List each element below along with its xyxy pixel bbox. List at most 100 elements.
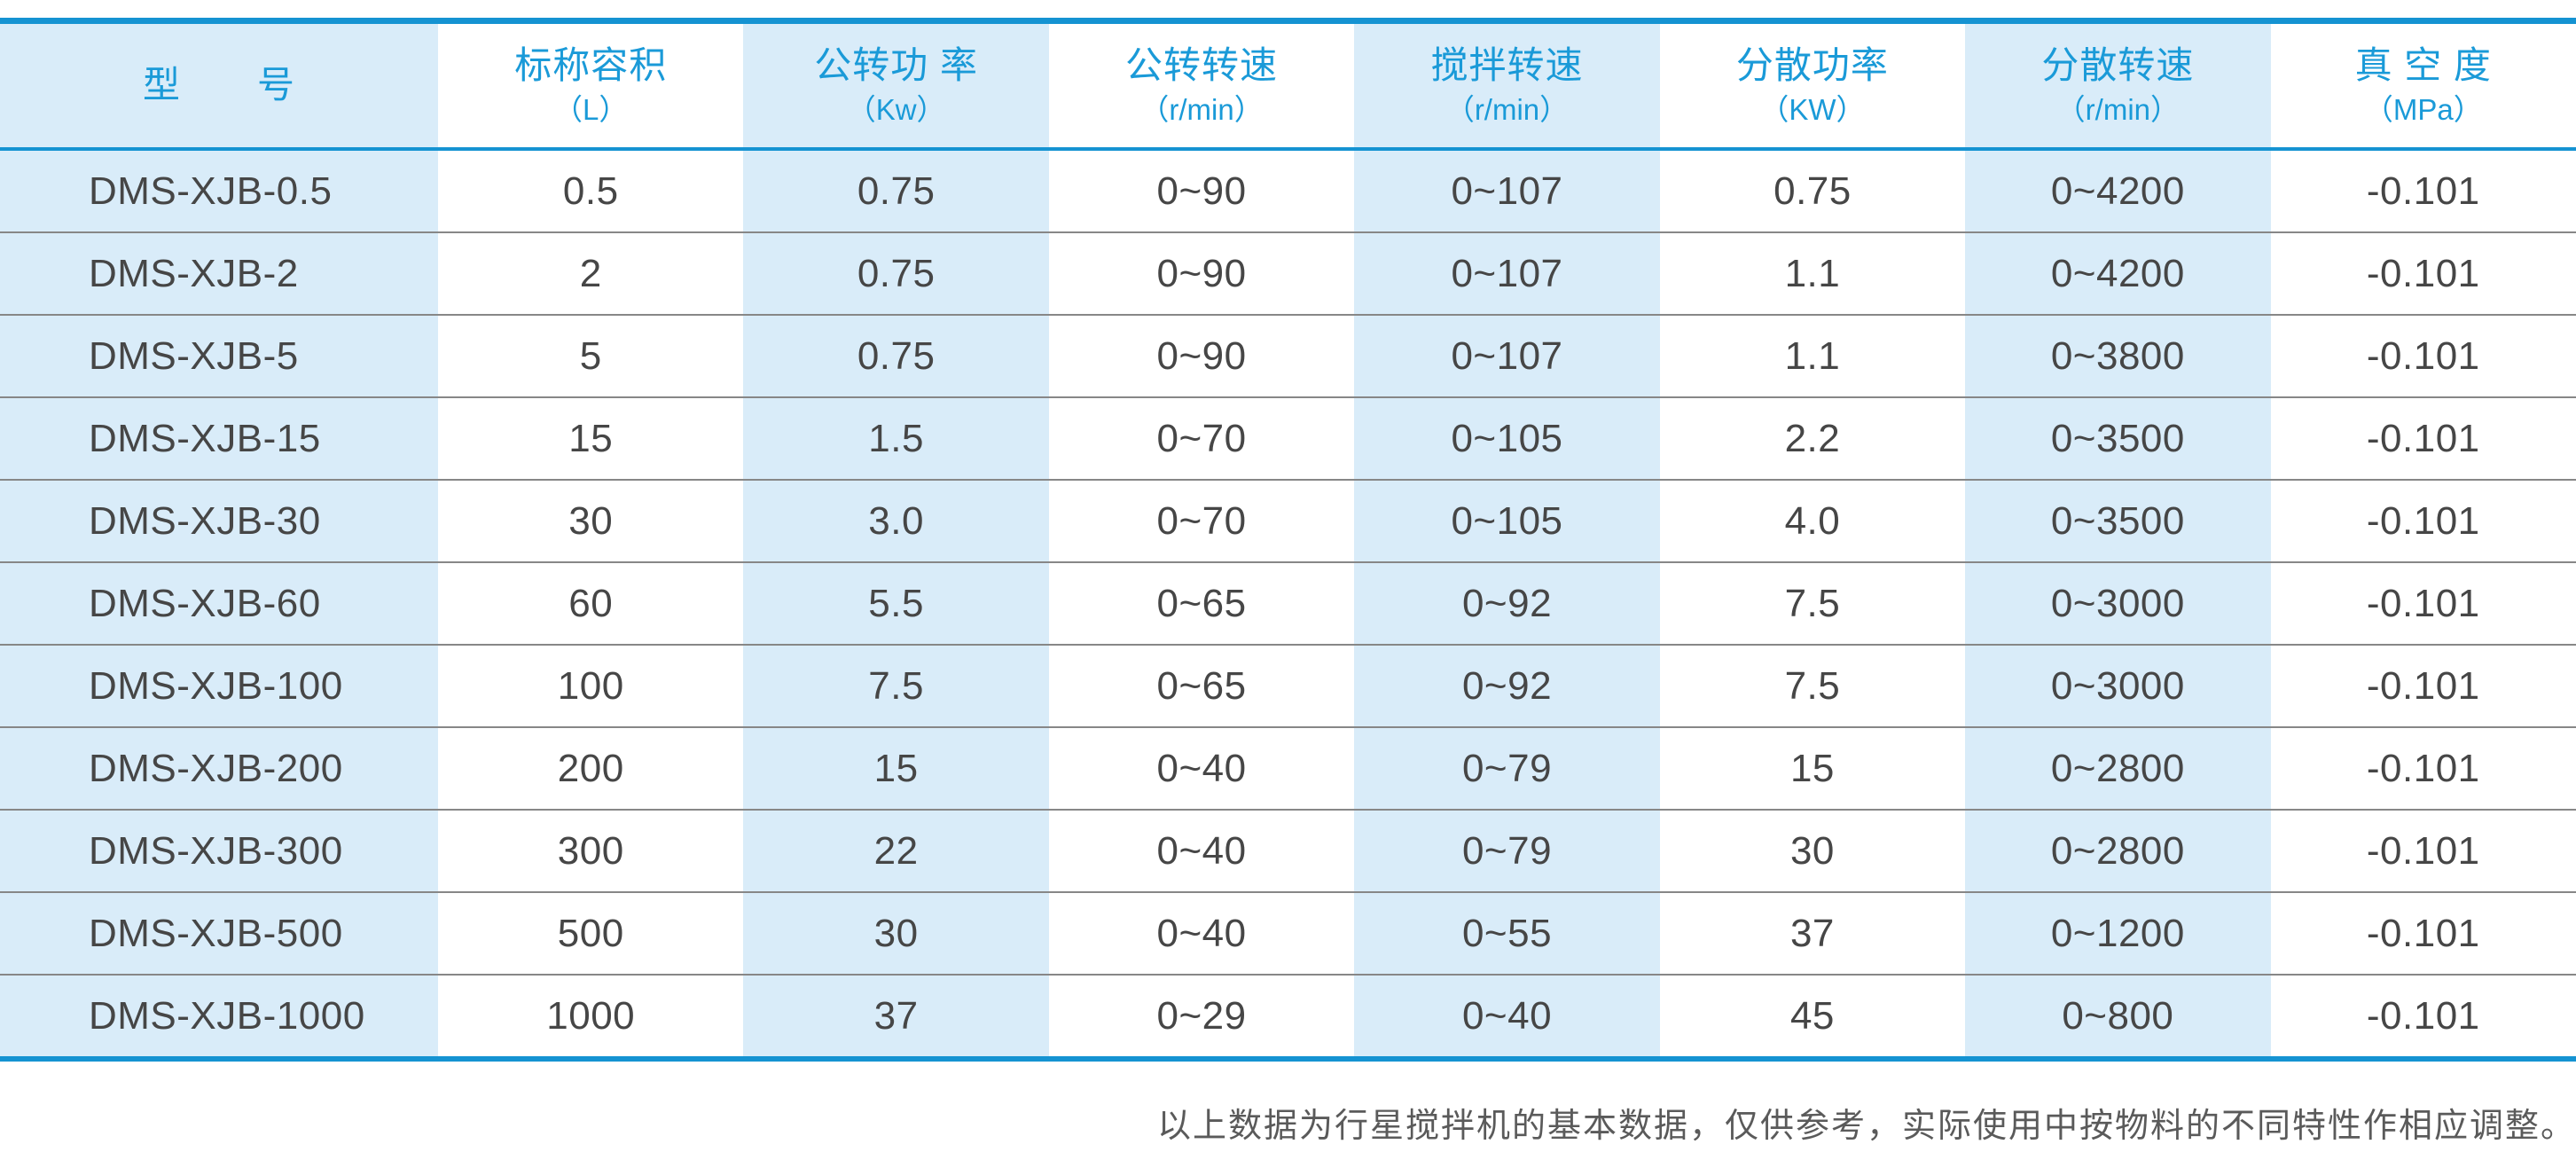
value-cell: 0~90 xyxy=(1156,168,1247,213)
value-cell: 0~65 xyxy=(1156,663,1247,708)
header-unit: （Kw） xyxy=(846,92,946,126)
model-cell: DMS-XJB-30 xyxy=(0,481,438,561)
model-cell: DMS-XJB-1000 xyxy=(0,976,438,1056)
value-cell: 1.1 xyxy=(1784,251,1841,295)
value-cell: 1000 xyxy=(546,993,636,1038)
header-label: 公转功 率 xyxy=(814,44,978,87)
header-label: 搅拌转速 xyxy=(1430,44,1584,87)
value-cell: 0~90 xyxy=(1156,251,1247,295)
value-cell: 0~3500 xyxy=(1965,481,2271,561)
header-cell-dispersing-power: 分散功率 （KW） xyxy=(1660,24,1965,147)
header-unit: （r/min） xyxy=(1445,92,1570,126)
header-cell-stirring-speed: 搅拌转速 （r/min） xyxy=(1354,24,1660,147)
model-cell: DMS-XJB-300 xyxy=(0,811,438,891)
value-cell: 0~2800 xyxy=(1965,728,2271,809)
value-cell: 60 xyxy=(568,581,614,625)
value-cell: 0~92 xyxy=(1354,646,1660,726)
value-cell: -0.101 xyxy=(2366,911,2480,955)
value-cell: 0~107 xyxy=(1354,151,1660,231)
header-label: 分散功率 xyxy=(1735,44,1889,87)
value-cell: 500 xyxy=(557,911,624,955)
value-cell: 0~79 xyxy=(1354,728,1660,809)
model-cell: DMS-XJB-5 xyxy=(0,316,438,396)
model-cell: DMS-XJB-200 xyxy=(0,728,438,809)
value-cell: 0~90 xyxy=(1156,333,1247,378)
model-cell: DMS-XJB-500 xyxy=(0,893,438,974)
value-cell: 0~3000 xyxy=(1965,646,2271,726)
value-cell: 200 xyxy=(557,746,624,790)
value-cell: 0.5 xyxy=(562,168,619,213)
value-cell: 0~1200 xyxy=(1965,893,2271,974)
table-row: DMS-XJB-60 60 5.5 0~65 0~92 7.5 0~3000 -0.101 xyxy=(0,561,2576,644)
value-cell: 0~79 xyxy=(1354,811,1660,891)
value-cell: 100 xyxy=(557,663,624,708)
value-cell: 0~4200 xyxy=(1965,233,2271,314)
value-cell: 0~65 xyxy=(1156,581,1247,625)
table-row: DMS-XJB-5 5 0.75 0~90 0~107 1.1 0~3800 -0.101 xyxy=(0,314,2576,396)
value-cell: 0~3800 xyxy=(1965,316,2271,396)
table-row: DMS-XJB-500 500 30 0~40 0~55 37 0~1200 -0.101 xyxy=(0,891,2576,974)
value-cell: -0.101 xyxy=(2366,333,2480,378)
value-cell: -0.101 xyxy=(2366,498,2480,543)
model-cell: DMS-XJB-60 xyxy=(0,563,438,644)
value-cell: 3.0 xyxy=(743,481,1049,561)
table-row: DMS-XJB-2 2 0.75 0~90 0~107 1.1 0~4200 -0.101 xyxy=(0,231,2576,314)
value-cell: 7.5 xyxy=(743,646,1049,726)
value-cell: 4.0 xyxy=(1784,498,1841,543)
value-cell: 15 xyxy=(1789,746,1835,790)
value-cell: -0.101 xyxy=(2366,746,2480,790)
header-label: 分散转速 xyxy=(2041,44,2195,87)
value-cell: 37 xyxy=(743,976,1049,1056)
header-cell-dispersing-speed: 分散转速 （r/min） xyxy=(1965,24,2271,147)
header-cell-nominal-capacity: 标称容积 （L） xyxy=(438,24,743,147)
table-row: DMS-XJB-0.5 0.5 0.75 0~90 0~107 0.75 0~4200 -0.… xyxy=(0,151,2576,231)
table-row: DMS-XJB-100 100 7.5 0~65 0~92 7.5 0~3000 -0.101 xyxy=(0,644,2576,726)
header-label: 标称容积 xyxy=(514,44,668,87)
value-cell: 22 xyxy=(743,811,1049,891)
table-row: DMS-XJB-300 300 22 0~40 0~79 30 0~2800 -0.101 xyxy=(0,809,2576,891)
value-cell: 7.5 xyxy=(1784,581,1841,625)
table-header-row: 型 号 标称容积 （L） 公转功 率 （Kw） 公转转速 （r/min） 搅拌转… xyxy=(0,24,2576,151)
value-cell: 0~3500 xyxy=(1965,398,2271,479)
header-cell-vacuum-degree: 真 空 度 （MPa） xyxy=(2271,24,2576,147)
value-cell: -0.101 xyxy=(2366,993,2480,1038)
value-cell: 0~105 xyxy=(1354,398,1660,479)
table-row: DMS-XJB-30 30 3.0 0~70 0~105 4.0 0~3500 -0.101 xyxy=(0,479,2576,561)
value-cell: 0.75 xyxy=(743,316,1049,396)
table-row: DMS-XJB-200 200 15 0~40 0~79 15 0~2800 -0.101 xyxy=(0,726,2576,809)
value-cell: -0.101 xyxy=(2366,251,2480,295)
header-cell-revolution-speed: 公转转速 （r/min） xyxy=(1049,24,1354,147)
model-cell: DMS-XJB-100 xyxy=(0,646,438,726)
footnote: 以上数据为行星搅拌机的基本数据，仅供参考，实际使用中按物料的不同特性作相应调整。 xyxy=(1156,1106,2576,1145)
value-cell: 0~800 xyxy=(1965,976,2271,1056)
value-cell: 0~70 xyxy=(1156,416,1247,460)
value-cell: 0~3000 xyxy=(1965,563,2271,644)
value-cell: -0.101 xyxy=(2366,581,2480,625)
value-cell: -0.101 xyxy=(2366,416,2480,460)
model-cell: DMS-XJB-15 xyxy=(0,398,438,479)
value-cell: 0~105 xyxy=(1354,481,1660,561)
value-cell: 30 xyxy=(743,893,1049,974)
model-cell: DMS-XJB-2 xyxy=(0,233,438,314)
value-cell: 0~2800 xyxy=(1965,811,2271,891)
value-cell: 0~4200 xyxy=(1965,151,2271,231)
value-cell: 0.75 xyxy=(743,233,1049,314)
spec-table: 型 号 标称容积 （L） 公转功 率 （Kw） 公转转速 （r/min） 搅拌转… xyxy=(0,18,2576,1062)
header-unit: （L） xyxy=(553,92,629,126)
value-cell: 0~40 xyxy=(1156,911,1247,955)
value-cell: 45 xyxy=(1789,993,1835,1038)
value-cell: 0~40 xyxy=(1354,976,1660,1056)
value-cell: 1.5 xyxy=(743,398,1049,479)
value-cell: 5 xyxy=(579,333,602,378)
value-cell: 15 xyxy=(743,728,1049,809)
value-cell: 300 xyxy=(557,828,624,873)
value-cell: 30 xyxy=(568,498,614,543)
value-cell: 30 xyxy=(1789,828,1835,873)
header-unit: （r/min） xyxy=(2055,92,2181,126)
value-cell: 0~55 xyxy=(1354,893,1660,974)
model-cell: DMS-XJB-0.5 xyxy=(0,151,438,231)
table-row: DMS-XJB-15 15 1.5 0~70 0~105 2.2 0~3500 -0.101 xyxy=(0,396,2576,479)
value-cell: 0~107 xyxy=(1354,316,1660,396)
header-cell-model: 型 号 xyxy=(0,24,438,147)
